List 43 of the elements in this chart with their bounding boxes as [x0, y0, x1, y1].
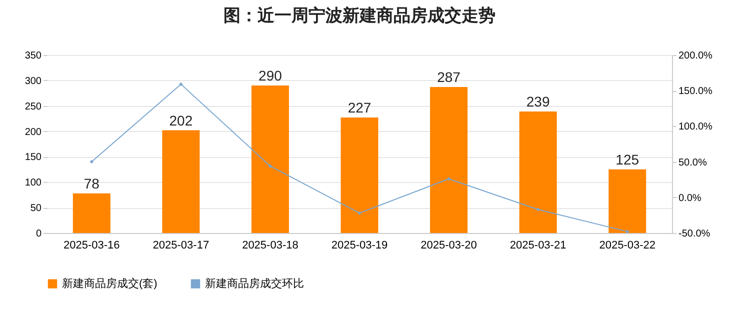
point — [625, 230, 630, 234]
y-tick-label: 300 — [24, 76, 42, 87]
data-label: 239 — [526, 93, 550, 110]
point — [90, 160, 94, 164]
data-label: 290 — [258, 68, 282, 84]
chart-title: 图：近一周宁波新建商品房成交走势 — [224, 6, 496, 25]
y-tick-label: 0 — [36, 228, 42, 240]
bar — [608, 169, 646, 233]
bar — [251, 86, 289, 233]
y2-tick-label: 200.0% — [678, 50, 713, 62]
y2-tick-label: -50.0% — [678, 228, 710, 240]
y2-tick-label: 100.0% — [678, 122, 713, 133]
x-tick-label: 2025-03-17 — [152, 240, 210, 252]
x-tick-label: 2025-03-21 — [510, 240, 566, 252]
y-tick-label: 100 — [24, 178, 42, 189]
data-label: 125 — [616, 151, 640, 168]
y-tick-label: 350 — [24, 50, 42, 62]
x-tick-label: 2025-03-20 — [420, 240, 477, 252]
data-label: 78 — [84, 175, 100, 192]
bar — [162, 130, 200, 233]
point — [268, 164, 272, 168]
point — [446, 177, 451, 181]
y-tick-label: 50 — [30, 203, 42, 214]
bar — [430, 87, 468, 233]
legend-label: 新建商品房成交(套) — [62, 276, 158, 290]
y-tick-label: 150 — [24, 152, 42, 164]
y2-tick-label: 150.0% — [678, 86, 713, 98]
x-tick-label: 2025-03-16 — [64, 240, 120, 252]
data-label: 227 — [348, 100, 372, 116]
bar — [340, 118, 378, 233]
y2-tick-label: 50.0% — [678, 157, 707, 168]
x-tick-label: 2025-03-22 — [599, 240, 656, 252]
data-label: 202 — [169, 112, 193, 128]
y-tick-label: 250 — [24, 101, 42, 112]
legend-label: 新建商品房成交环比 — [205, 276, 304, 290]
data-label: 287 — [437, 69, 461, 86]
x-tick-label: 2025-03-19 — [331, 240, 388, 252]
y-tick-label: 200 — [24, 126, 42, 138]
point — [179, 82, 183, 86]
bar — [519, 111, 557, 233]
y2-tick-label: 0.0% — [678, 192, 702, 204]
bar — [72, 193, 110, 233]
x-tick-label: 2025-03-18 — [242, 240, 298, 252]
